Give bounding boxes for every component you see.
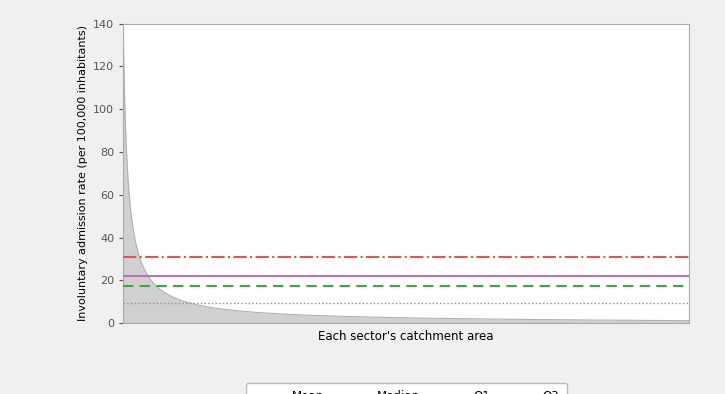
Y-axis label: Involuntary admission rate (per 100,000 inhabitants): Involuntary admission rate (per 100,000 …	[78, 25, 88, 322]
Legend: Mean, Median, Q1, Q3: Mean, Median, Q1, Q3	[246, 383, 566, 394]
X-axis label: Each sector's catchment area: Each sector's catchment area	[318, 330, 494, 343]
